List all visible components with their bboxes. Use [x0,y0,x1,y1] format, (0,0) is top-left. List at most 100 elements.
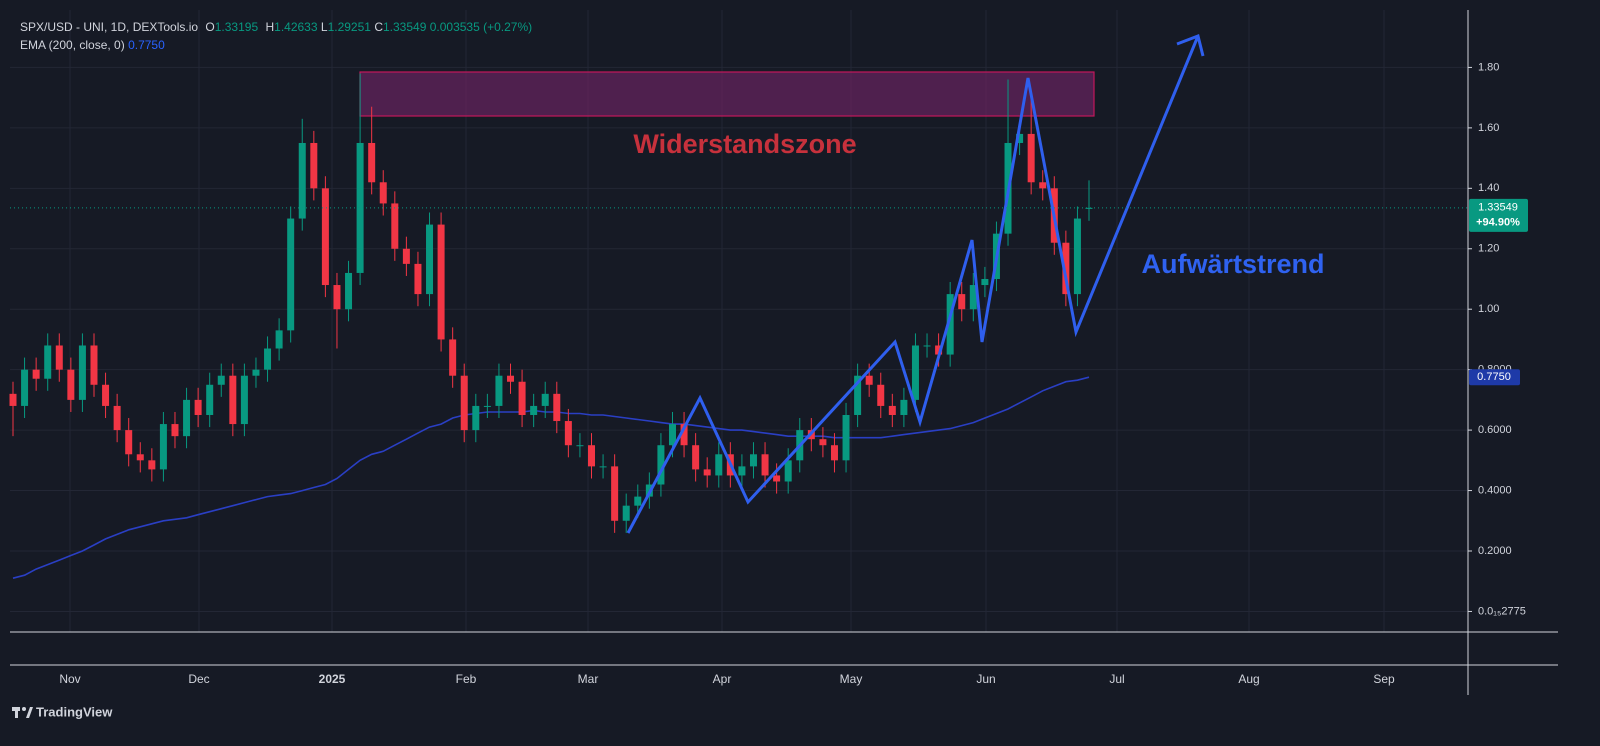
candle-body [368,142,376,183]
candle-body [426,224,434,295]
candle-body [784,460,792,482]
x-tick-label: 2025 [319,672,346,686]
candle-body [900,399,908,415]
x-tick-label: Aug [1238,672,1259,686]
candle-body [911,345,919,400]
open-value: 1.33195 [215,20,259,34]
candle-body [9,393,17,406]
candle-body [321,188,329,286]
candle-body [194,399,202,415]
y-tick-label: 0.0₁₅2775 [1478,605,1526,617]
candle-body [923,345,931,347]
plot [9,33,1205,579]
candle-body [298,142,306,219]
candle-body [773,475,781,482]
trend-lines [626,35,1200,534]
candle-body [333,285,341,310]
key: H [265,20,274,34]
x-tick-label: Sep [1373,672,1395,686]
candle-body [865,375,873,385]
y-tick-label: 0.4000 [1478,484,1512,496]
candle-body [888,405,896,415]
candle-body [55,345,63,370]
candle-body [148,460,156,470]
candle-body [668,424,676,446]
candle-body [1016,133,1024,143]
candle-body [90,345,98,385]
key: O [205,20,214,34]
candle-body [854,375,862,415]
candle-body [264,348,272,370]
candle-body [125,430,133,455]
candle-body [206,384,214,415]
y-tick-label: 0.6000 [1478,424,1512,436]
ema-legend: EMA (200, close, 0) 0.7750 [20,38,165,52]
ema-tag [1469,369,1520,386]
candle-body [379,182,387,204]
candle-body [657,445,665,485]
candle-body [1039,182,1047,189]
arrow-head [1176,33,1205,57]
candle-body [483,405,491,407]
ema-line [12,376,1090,579]
candle-body [1027,133,1035,183]
candle-body [449,339,457,376]
candle-body [703,469,711,476]
candle-body [78,345,86,400]
price-tag [1469,198,1528,232]
candle-body [634,496,642,506]
x-tick-label: Nov [59,672,80,686]
candle-body [680,424,688,446]
trend-label: Aufwärtstrend [1141,249,1324,279]
zone-label: Widerstandszone [633,129,856,159]
candle-body [588,445,595,467]
candle-body [715,454,723,476]
symbol: SPX/USD - UNI, 1D, DEXTools.io [20,20,198,34]
candle-body [877,384,885,406]
candle-body [530,405,538,415]
candle-body [946,294,954,355]
x-tick-label: Jul [1109,672,1124,686]
candle-body [356,142,364,273]
y-tick-label: 1.20 [1478,243,1499,255]
candle-body [692,445,700,470]
key: C [374,20,383,34]
candle-body [275,330,283,349]
candle-body [472,405,480,431]
candle-body [391,203,399,249]
x-tick-label: Feb [456,672,477,686]
candle-body [217,375,225,385]
candle-body [576,445,584,447]
candle-body [159,424,167,470]
candle-body [310,142,318,189]
candle-body [842,414,850,461]
price-tag-change: +94.90% [1476,217,1520,229]
x-tick-label: Apr [713,672,732,686]
candle-body [495,375,503,406]
candle-body [171,424,179,437]
y-tick-label: 1.80 [1478,61,1499,73]
candle-body [402,248,410,264]
low-value: 1.29251 [328,20,372,34]
candle-body [113,405,121,431]
candle-body [67,369,75,400]
candle-body [240,375,248,425]
candle-body [599,466,607,468]
candle-body [229,375,237,425]
candle-body [183,399,191,437]
candle-body [749,454,757,467]
candle-body [1062,242,1070,295]
candle-body [819,439,827,446]
candle-body [345,272,353,310]
x-tick-label: Jun [976,672,995,686]
candle-body [287,218,295,331]
x-tick-label: May [840,672,863,686]
candle-body [761,454,769,476]
legend-line: SPX/USD - UNI, 1D, DEXTools.io O1.33195 … [20,20,532,34]
candle-body [969,285,977,310]
y-tick-label: 1.00 [1478,303,1499,315]
candle-body [1073,218,1081,295]
grid [10,10,1468,632]
brand-logo [12,707,33,718]
